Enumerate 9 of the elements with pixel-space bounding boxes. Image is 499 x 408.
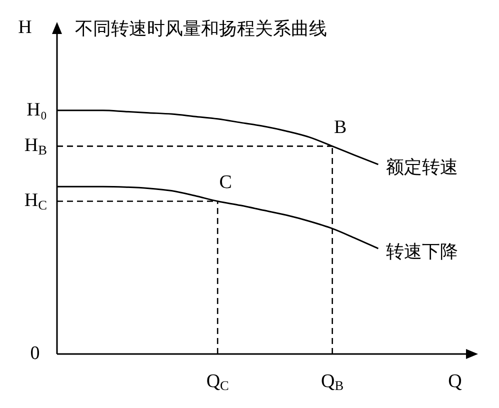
series-label: 额定转速 [386, 157, 458, 178]
y-axis-title: H [18, 16, 32, 38]
text: H₀ [26, 99, 48, 120]
annotation: C [219, 172, 232, 194]
series-label: 转速下降 [386, 241, 458, 262]
x-axis-title: Q [448, 370, 462, 392]
text: 0 [30, 342, 40, 364]
chart-title: 不同转速时风量和扬程关系曲线 [75, 18, 327, 39]
annotation: B [334, 117, 347, 138]
